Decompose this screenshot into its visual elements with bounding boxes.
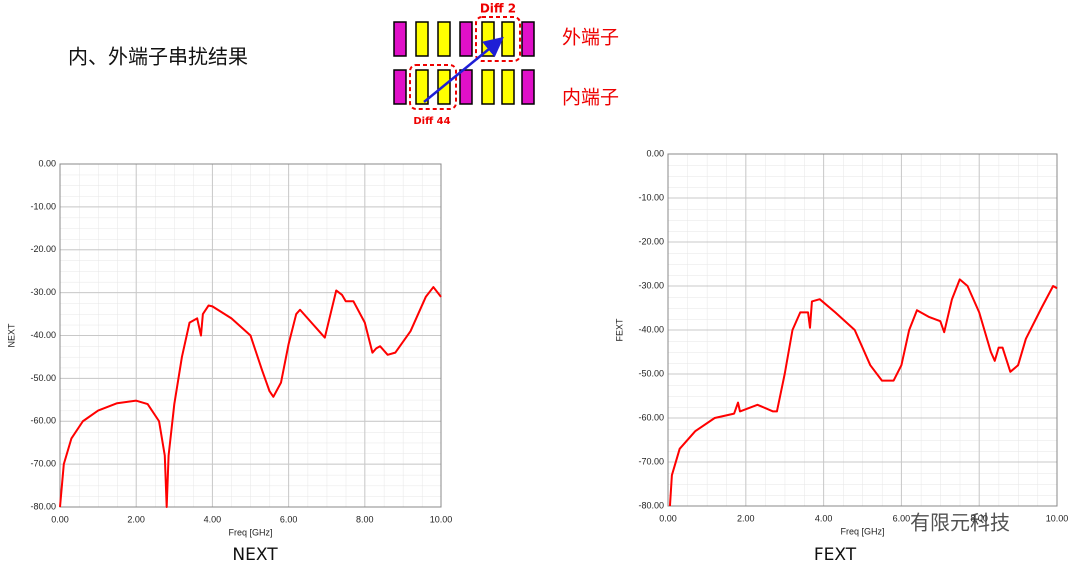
x-tick-label: 4.00 bbox=[815, 513, 833, 523]
plot-frame bbox=[59, 163, 442, 508]
pin bbox=[393, 69, 407, 105]
data-line bbox=[59, 286, 442, 508]
y-tick-label: -10.00 bbox=[30, 201, 56, 211]
y-tick-label: -60.00 bbox=[30, 416, 56, 426]
pin bbox=[415, 21, 429, 57]
pin bbox=[393, 21, 407, 57]
x-tick-label: 4.00 bbox=[204, 514, 222, 524]
x-tick-label: 10.00 bbox=[1046, 513, 1069, 523]
y-tick-label: -70.00 bbox=[30, 459, 56, 469]
x-tick-label: 2.00 bbox=[737, 513, 755, 523]
charts: 0.00 -10.00 -20.00 -30.00 -40.00 -50.00 -60.00… bbox=[6, 148, 1068, 565]
watermark: 有限元科技 bbox=[910, 511, 1010, 535]
row-label: 外端子 bbox=[562, 27, 619, 49]
x-tick-label: 0.00 bbox=[51, 514, 69, 524]
y-tick-label: -30.00 bbox=[638, 280, 664, 290]
chart-caption: NEXT bbox=[232, 545, 278, 565]
diff-box bbox=[475, 16, 521, 62]
y-tick-label: 0.00 bbox=[38, 158, 56, 168]
pin bbox=[521, 69, 535, 105]
diff-label: Diff 2 bbox=[480, 2, 516, 16]
diff-label: Diff 44 bbox=[413, 116, 450, 127]
diff-box bbox=[409, 64, 457, 110]
pin bbox=[501, 69, 515, 105]
x-tick-label: 6.00 bbox=[280, 514, 298, 524]
pin bbox=[415, 69, 429, 105]
slide-title: 内、外端子串扰结果 bbox=[68, 45, 248, 69]
row-label: 内端子 bbox=[562, 87, 619, 109]
y-tick-label: -60.00 bbox=[638, 412, 664, 422]
pin bbox=[501, 21, 515, 57]
x-tick-label: 8.00 bbox=[356, 514, 374, 524]
pin bbox=[459, 21, 473, 57]
y-tick-label: -80.00 bbox=[638, 500, 664, 510]
x-tick-label: 0.00 bbox=[659, 513, 677, 523]
y-tick-label: -50.00 bbox=[30, 373, 56, 383]
y-tick-label: -40.00 bbox=[30, 330, 56, 340]
x-tick-label: 10.00 bbox=[430, 514, 453, 524]
y-tick-label: 0.00 bbox=[646, 148, 664, 158]
y-tick-label: -50.00 bbox=[638, 368, 664, 378]
data-line bbox=[668, 278, 1058, 507]
pin bbox=[521, 21, 535, 57]
y-tick-label: -70.00 bbox=[638, 456, 664, 466]
pin bbox=[437, 21, 451, 57]
pin bbox=[459, 69, 473, 105]
plot-frame bbox=[667, 153, 1058, 507]
x-tick-label: 8.00 bbox=[970, 513, 988, 523]
x-axis-label: Freq [GHz] bbox=[228, 527, 272, 537]
pin bbox=[481, 69, 495, 105]
y-tick-label: -80.00 bbox=[30, 501, 56, 511]
y-tick-label: -40.00 bbox=[638, 324, 664, 334]
y-axis-label: NEXT bbox=[6, 323, 16, 348]
y-tick-label: -10.00 bbox=[638, 192, 664, 202]
y-tick-label: -30.00 bbox=[30, 287, 56, 297]
connector-diagram: Diff 2 Diff 44 外端子 内端子 bbox=[393, 2, 619, 127]
chart-caption: FEXT bbox=[814, 545, 857, 565]
y-tick-label: -20.00 bbox=[638, 236, 664, 246]
x-tick-label: 6.00 bbox=[893, 513, 911, 523]
x-axis-label: Freq [GHz] bbox=[840, 526, 884, 536]
y-tick-label: -20.00 bbox=[30, 244, 56, 254]
arrow bbox=[423, 36, 504, 103]
x-tick-label: 2.00 bbox=[127, 514, 145, 524]
y-axis-label: FEXT bbox=[614, 318, 624, 342]
